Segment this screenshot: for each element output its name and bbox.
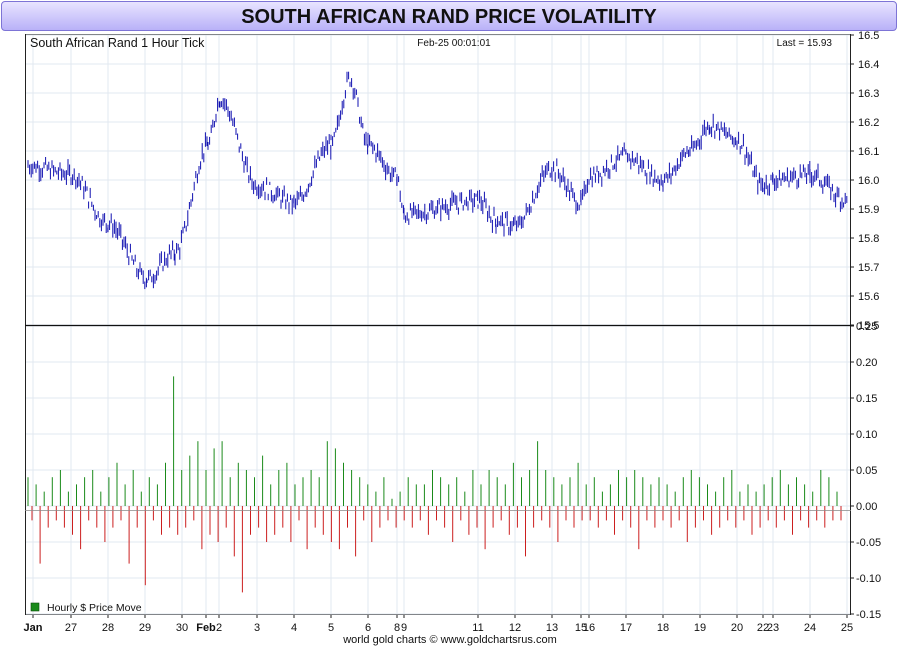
x-tick-label: 9 — [401, 622, 407, 634]
x-tick-label: 2 — [216, 622, 222, 634]
volatility-series — [27, 376, 842, 593]
timestamp-label: Feb-25 00:01:01 — [417, 38, 491, 49]
x-tick-label: 20 — [731, 622, 743, 634]
last-price-label: Last = 15.93 — [777, 38, 833, 49]
price-y-tick-label: 15.6 — [858, 291, 879, 303]
x-tick-label: 13 — [546, 622, 558, 634]
x-tick-label: 16 — [583, 622, 595, 634]
y-tick-labels: 15.5 15.6 15.7 15.8 15.9 16.0 16.1 16.2 16.3 16.4… — [856, 30, 881, 621]
price-y-tick-label: 16.4 — [858, 59, 879, 71]
x-tick-label: 15 — [575, 622, 587, 634]
legend-swatch — [30, 602, 40, 612]
price-y-tick-label: 16.1 — [858, 146, 879, 158]
volatility-y-tick-label: 0.20 — [856, 357, 877, 369]
x-tick-label: 3 — [254, 622, 260, 634]
x-tick-label: 22 — [757, 622, 769, 634]
x-tick-label: 4 — [291, 622, 297, 634]
chart-title: SOUTH AFRICAN RAND PRICE VOLATILITY — [1, 1, 897, 31]
price-y-tick-label: 15.7 — [858, 262, 879, 274]
grid-lines — [26, 34, 854, 618]
volatility-y-tick-label: 0.15 — [856, 393, 877, 405]
volatility-y-tick-label: 0.10 — [856, 429, 877, 441]
price-y-tick-label: 16.3 — [858, 88, 879, 100]
x-tick-label: 6 — [365, 622, 371, 634]
price-y-tick-label: 16.2 — [858, 117, 879, 129]
footer-credit: world gold charts © www.goldchartsrus.co… — [343, 634, 557, 646]
x-tick-label: 29 — [139, 622, 151, 634]
price-panel-title: South African Rand 1 Hour Tick — [30, 36, 205, 50]
x-tick-label: 18 — [657, 622, 669, 634]
x-tick-label: Feb — [196, 622, 216, 634]
x-tick-label: 19 — [694, 622, 706, 634]
volatility-y-tick-label: 0.05 — [856, 465, 877, 477]
x-tick-label: 27 — [65, 622, 77, 634]
x-tick-label: 28 — [102, 622, 114, 634]
volatility-y-tick-label: 0.25 — [856, 321, 877, 333]
x-tick-label: 11 — [472, 622, 483, 634]
x-tick-label: 12 — [509, 622, 521, 634]
volatility-y-tick-label: -0.10 — [856, 573, 881, 585]
volatility-y-tick-label: -0.15 — [856, 609, 881, 621]
legend-label: Hourly $ Price Move — [47, 602, 142, 614]
price-y-tick-label: 16.0 — [858, 175, 879, 187]
x-tick-label: Jan — [24, 622, 43, 634]
price-y-tick-label: 16.5 — [858, 30, 879, 42]
price-series — [27, 71, 848, 290]
price-y-tick-label: 15.8 — [858, 233, 879, 245]
x-tick-label: 5 — [328, 622, 334, 634]
x-tick-label: 30 — [176, 622, 188, 634]
volatility-y-tick-label: 0.00 — [856, 501, 877, 513]
x-tick-label: 24 — [804, 622, 816, 634]
price-y-tick-label: 15.9 — [858, 204, 879, 216]
x-tick-label: 25 — [841, 622, 853, 634]
volatility-y-tick-label: -0.05 — [856, 537, 881, 549]
x-tick-label: 17 — [620, 622, 632, 634]
x-tick-label: 23 — [767, 622, 779, 634]
x-tick-label: 8 — [394, 622, 400, 634]
price-y-tick-label: 15.5 — [858, 320, 879, 332]
